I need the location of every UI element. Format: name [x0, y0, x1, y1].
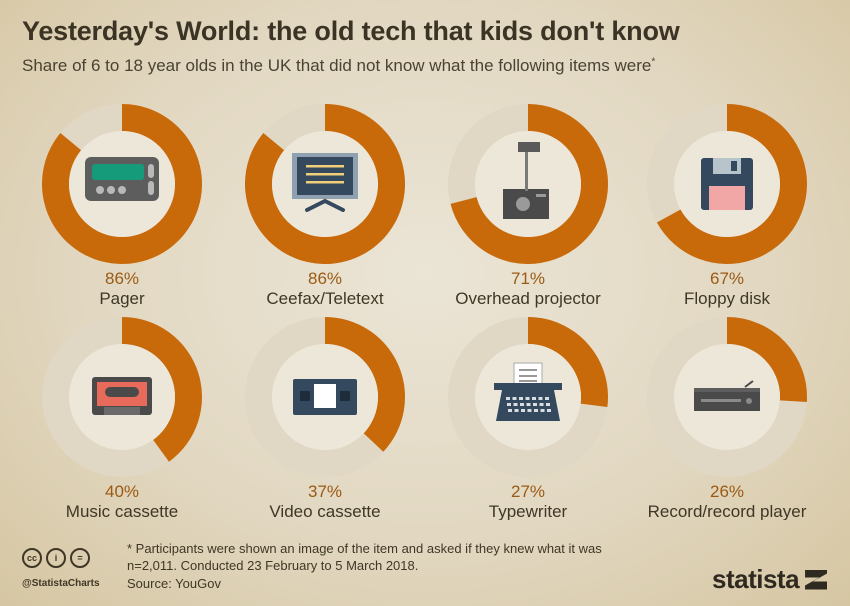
donut-arc — [325, 317, 406, 452]
donut-pager: 86%Pager — [41, 104, 202, 308]
attribution-icon: i — [46, 548, 66, 568]
donut-overhead-projector: 71%Overhead projector — [448, 104, 608, 308]
value-label: 67% — [710, 269, 744, 288]
typewriter-icon — [494, 362, 562, 421]
value-label: 37% — [308, 482, 342, 501]
category-label: Overhead projector — [455, 289, 601, 308]
donut-floppy-disk: 67%Floppy disk — [647, 104, 808, 308]
chart-subtitle: Share of 6 to 18 year olds in the UK tha… — [22, 56, 655, 76]
music-cassette-icon — [92, 377, 152, 415]
record-player-icon — [694, 380, 760, 411]
pager-icon — [85, 157, 159, 201]
value-label: 71% — [511, 269, 545, 288]
value-label: 26% — [710, 482, 744, 501]
subtitle-asterisk: * — [651, 56, 656, 68]
brand-text: statista — [712, 564, 800, 594]
floppy-disk-icon — [701, 158, 753, 210]
license-icons: cc i = — [22, 548, 90, 568]
value-label: 40% — [105, 482, 139, 501]
value-label: 27% — [511, 482, 545, 501]
category-label: Typewriter — [489, 502, 568, 520]
no-derivatives-icon: = — [70, 548, 90, 568]
cc-icon: cc — [22, 548, 42, 568]
footnote-line-1: * Participants were shown an image of th… — [127, 541, 602, 556]
donut-arc — [122, 317, 203, 462]
donut-ceefax-teletext: 86%Ceefax/Teletext — [245, 104, 406, 308]
category-label: Floppy disk — [684, 289, 770, 308]
donut-typewriter: 27%Typewriter — [448, 317, 608, 520]
donut-arc — [245, 104, 406, 265]
overhead-projector-icon — [503, 142, 549, 219]
category-label: Ceefax/Teletext — [266, 289, 383, 308]
chart-title: Yesterday's World: the old tech that kid… — [22, 16, 680, 46]
category-label: Music cassette — [66, 502, 178, 520]
footnote: * Participants were shown an image of th… — [127, 540, 602, 574]
video-cassette-icon — [293, 379, 357, 415]
donut-arc — [656, 104, 808, 264]
value-label: 86% — [105, 269, 139, 288]
statista-mark-icon — [805, 569, 828, 590]
donut-record-record-player: 26%Record/record player — [647, 317, 808, 520]
donut-arc — [528, 317, 608, 408]
footnote-line-2: n=2,011. Conducted 23 February to 5 Marc… — [127, 558, 419, 573]
value-label: 86% — [308, 269, 342, 288]
statista-logo[interactable]: statista — [712, 564, 828, 595]
donut-arc — [450, 104, 608, 265]
donut-arc — [41, 104, 202, 265]
donut-video-cassette: 37%Video cassette — [245, 317, 406, 520]
donut-music-cassette: 40%Music cassette — [42, 317, 203, 520]
source: Source: YouGov — [127, 576, 221, 591]
category-label: Video cassette — [269, 502, 380, 520]
twitter-handle[interactable]: @StatistaCharts — [22, 578, 100, 589]
category-label: Record/record player — [648, 502, 807, 520]
donut-arc — [727, 317, 808, 403]
category-label: Pager — [99, 289, 145, 308]
teletext-tv-icon — [292, 153, 358, 212]
subtitle-text: Share of 6 to 18 year olds in the UK tha… — [22, 56, 652, 75]
